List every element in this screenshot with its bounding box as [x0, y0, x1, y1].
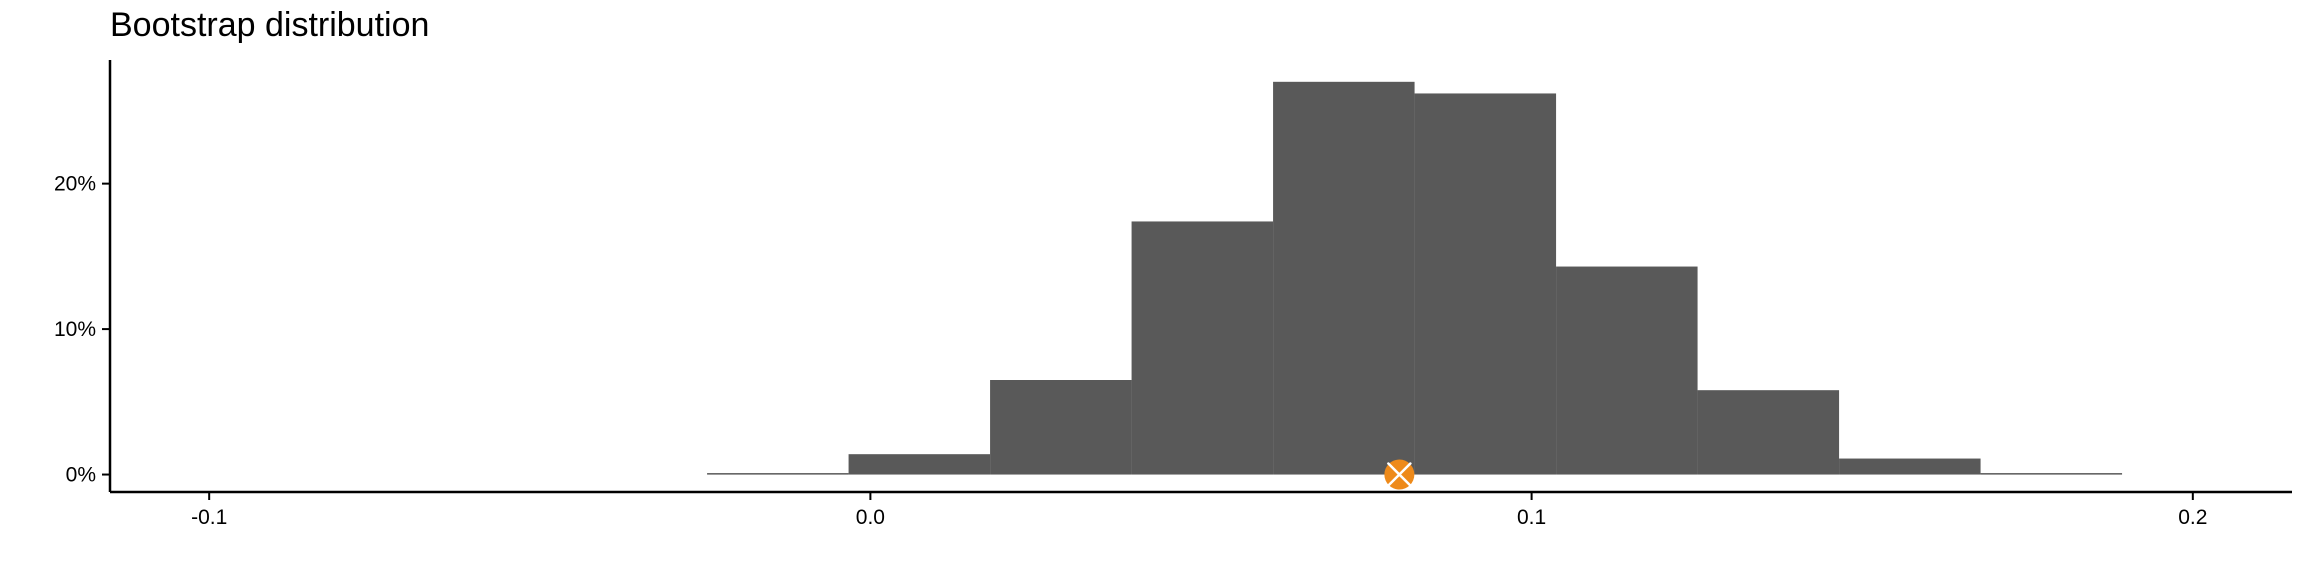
point-estimate-marker: [1384, 459, 1415, 490]
histogram-bar-6: [1556, 266, 1698, 475]
histogram-bar-2: [990, 380, 1132, 475]
x-tick-label: 0.1: [1517, 506, 1546, 529]
histogram-bar-5: [1414, 93, 1557, 475]
axes: [108, 60, 2292, 494]
histogram-bar-8: [1839, 458, 1981, 475]
histogram-bars: [707, 81, 2123, 475]
histogram-bar-7: [1697, 390, 1840, 475]
chart-title: Bootstrap distribution: [110, 6, 430, 44]
histogram-bar-3: [1131, 221, 1274, 475]
histogram-bar-0: [707, 473, 849, 475]
histogram-bar-9: [1980, 473, 2123, 475]
x-tick-label: -0.1: [191, 506, 227, 529]
histogram-bar-4: [1273, 81, 1415, 475]
x-tick-label: 0.0: [856, 506, 885, 529]
x-axis-ticks: -0.1 0.0 0.1 0.2: [191, 492, 2207, 529]
histogram-bar-1: [848, 454, 991, 475]
x-tick-label: 0.2: [2178, 506, 2207, 529]
y-tick-label: 20%: [54, 173, 96, 196]
point-estimate-cross-b: [1387, 462, 1412, 487]
y-tick-label: 10%: [54, 318, 96, 341]
y-axis-ticks: 0% 10% 20%: [54, 173, 110, 487]
y-tick-label: 0%: [66, 464, 96, 487]
